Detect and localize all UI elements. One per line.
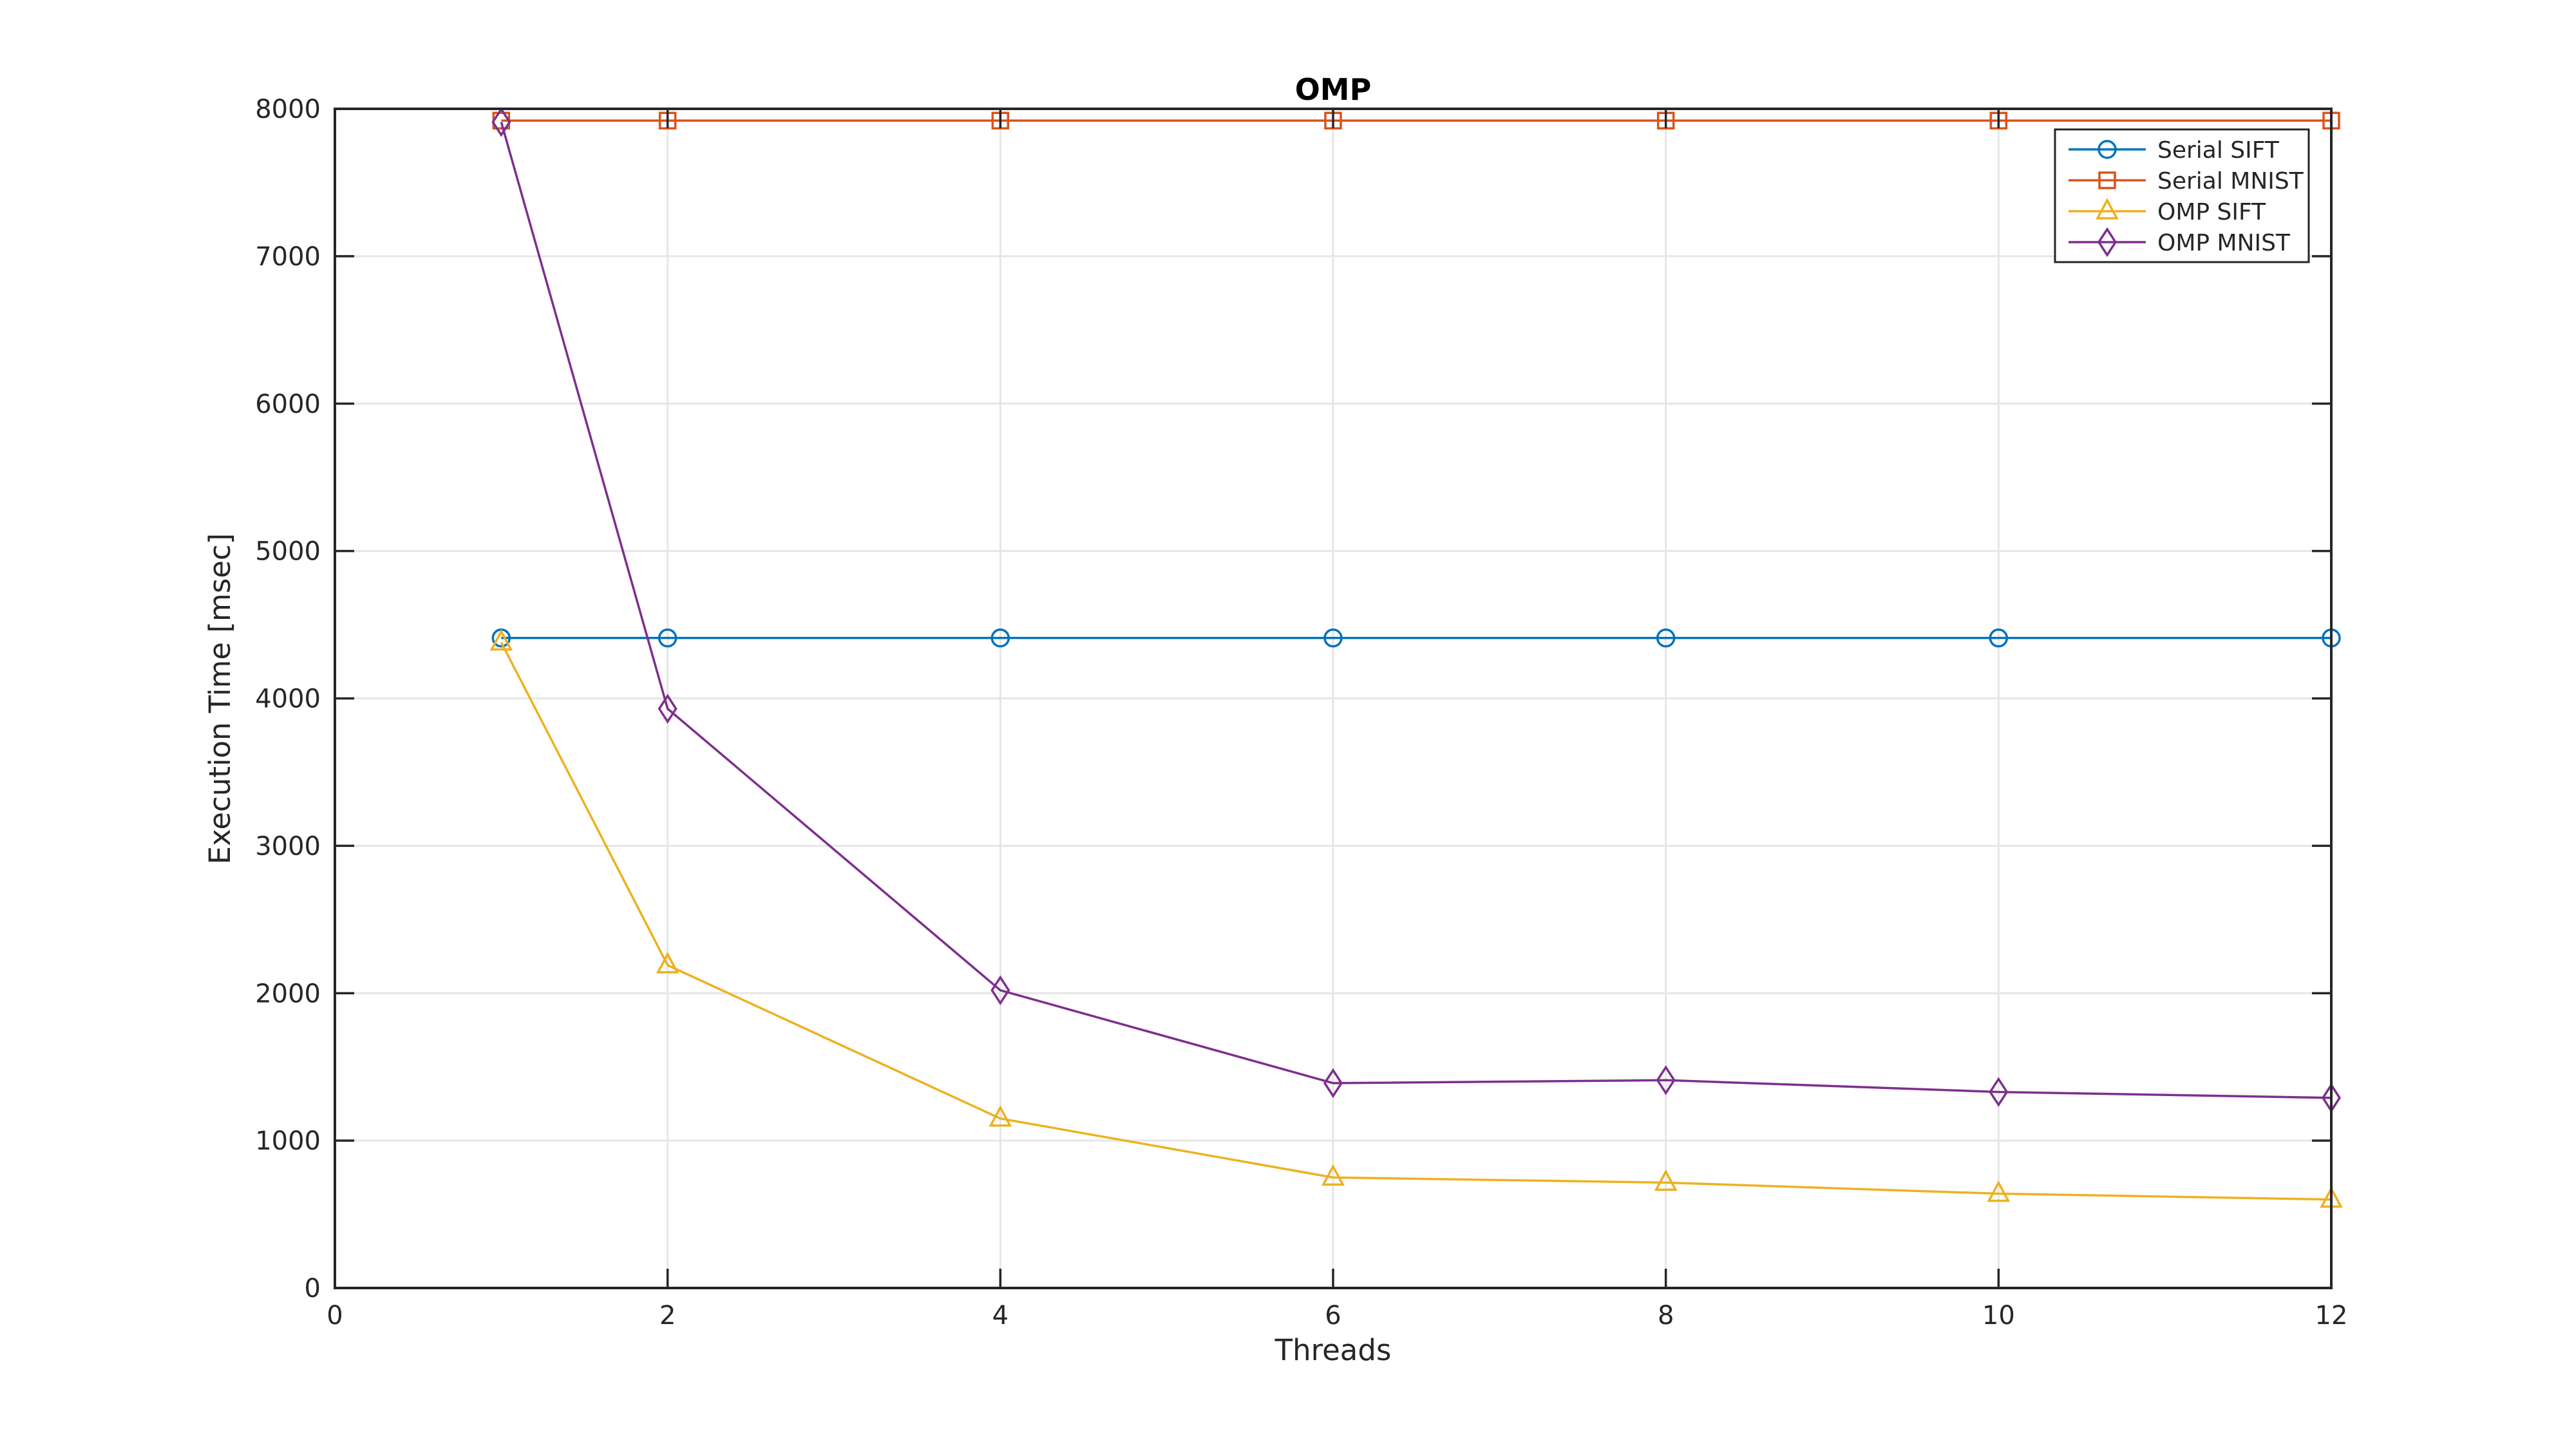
axes-layer <box>334 108 2333 1289</box>
series-marker-serial-sift <box>990 628 1010 648</box>
series-marker-omp-sift <box>656 952 679 974</box>
series-marker-omp-mnist <box>658 694 677 724</box>
x-axis-label: Threads <box>1274 1333 1392 1367</box>
legend-sample-marker-omp-mnist <box>2097 227 2117 258</box>
grid-layer <box>335 109 2331 1288</box>
series-marker-omp-sift <box>1654 1169 1678 1191</box>
y-axis-label: Execution Time [msec] <box>203 533 237 864</box>
series-marker-omp-mnist <box>1989 1077 2009 1107</box>
y-tick-label: 8000 <box>255 95 321 124</box>
series-marker-omp-mnist <box>1323 1068 1343 1099</box>
y-tick-label: 0 <box>305 1274 321 1303</box>
series-marker-omp-sift <box>489 629 513 651</box>
x-tick-label: 6 <box>1325 1301 1341 1331</box>
x-tick-label: 10 <box>1982 1301 2015 1331</box>
legend-entries: Serial SIFT Serial MNIST OMP SIFT OMP MNIST <box>2069 137 2304 258</box>
legend-label-omp-mnist: OMP MNIST <box>2157 230 2291 256</box>
series-marker-serial-sift <box>658 628 677 648</box>
series-marker-omp-mnist <box>990 975 1010 1005</box>
y-tick-label: 1000 <box>255 1126 321 1156</box>
y-tick-label: 2000 <box>255 979 321 1009</box>
series-marker-serial-sift <box>1656 628 1676 648</box>
legend: Serial SIFT Serial MNIST OMP SIFT OMP MNIST <box>2054 128 2310 263</box>
legend-label-serial-mnist: Serial MNIST <box>2157 168 2304 194</box>
chart-title: OMP <box>1295 72 1372 107</box>
series-marker-serial-sift <box>1323 628 1343 648</box>
y-tick-label: 5000 <box>255 537 321 567</box>
series-marker-omp-mnist <box>1656 1065 1676 1095</box>
series-line-omp-mnist <box>500 122 2332 1099</box>
legend-label-serial-sift: Serial SIFT <box>2157 137 2280 164</box>
series-line-omp-sift <box>500 641 2332 1201</box>
legend-label-omp-sift: OMP SIFT <box>2157 199 2266 225</box>
legend-sample-marker-serial-mnist <box>2098 171 2116 189</box>
x-tick-label: 4 <box>992 1301 1009 1331</box>
x-tick-label: 0 <box>327 1301 343 1331</box>
series-marker-omp-mnist <box>491 107 511 137</box>
legend-box <box>2054 128 2310 263</box>
y-tick-label: 4000 <box>255 685 321 714</box>
series-marker-serial-sift <box>1989 628 2009 648</box>
series-marker-omp-sift <box>1321 1164 1345 1186</box>
legend-sample-marker-omp-sift <box>2096 198 2119 220</box>
series-marker-omp-sift <box>989 1105 1012 1127</box>
x-tick-label: 8 <box>1658 1301 1674 1331</box>
y-tick-label: 7000 <box>255 242 321 272</box>
x-tick-label: 12 <box>2315 1301 2348 1331</box>
legend-sample-marker-serial-sift <box>2098 140 2117 159</box>
series-layer <box>489 107 2343 1208</box>
tick-label-layer: 0 2 4 6 8 10 12 0 1000 2000 3000 4000 5000 6000 7000 80… <box>255 95 2347 1331</box>
x-tick-label: 2 <box>659 1301 676 1331</box>
series-marker-omp-sift <box>1987 1180 2011 1202</box>
y-tick-label: 6000 <box>255 390 321 419</box>
y-tick-label: 3000 <box>255 831 321 861</box>
